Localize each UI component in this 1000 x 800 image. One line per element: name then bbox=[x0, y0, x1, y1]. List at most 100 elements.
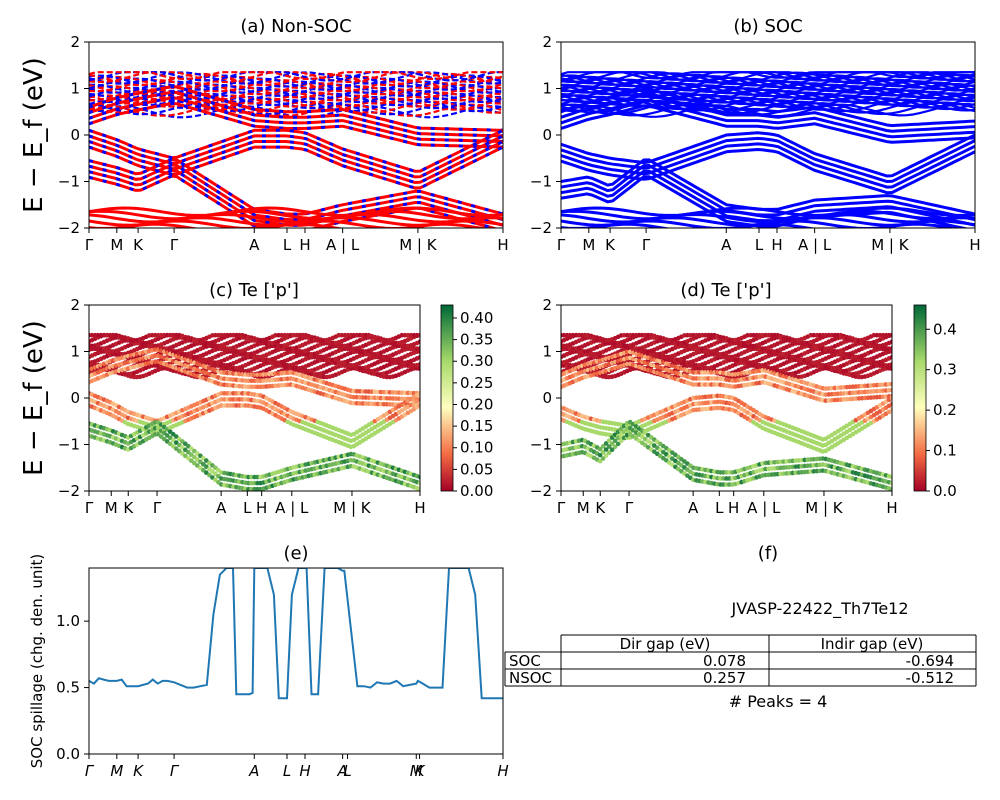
ytick-label: −2 bbox=[58, 219, 80, 237]
band-series-2 bbox=[561, 163, 975, 222]
projected-point bbox=[609, 441, 615, 446]
projected-point bbox=[417, 366, 420, 371]
projected-point bbox=[417, 354, 420, 360]
xtick-label: H bbox=[299, 236, 310, 254]
band-series-0 bbox=[561, 87, 975, 128]
colorbar-tick-label: 0.25 bbox=[460, 374, 493, 392]
panel-c-colorbar bbox=[440, 304, 454, 492]
conduction-band bbox=[89, 83, 503, 97]
ytick-label: −1 bbox=[58, 173, 80, 191]
band-series-1-overlay bbox=[89, 134, 503, 179]
conduction-band bbox=[561, 73, 975, 89]
panel-b-bands bbox=[561, 71, 975, 228]
projected-point bbox=[606, 450, 612, 455]
projected-point bbox=[609, 447, 615, 452]
ytick-label: 0 bbox=[70, 126, 80, 144]
projected-point bbox=[603, 441, 609, 446]
projected-point bbox=[417, 391, 420, 396]
projected-point bbox=[603, 453, 609, 458]
projected-point bbox=[417, 339, 420, 344]
valence-band bbox=[89, 209, 503, 221]
xtick-label: M bbox=[110, 236, 123, 254]
projected-point bbox=[600, 450, 606, 455]
panel-b-title: (b) SOC bbox=[733, 16, 802, 37]
xtick-label: Γ bbox=[85, 499, 94, 517]
valence-band bbox=[108, 222, 490, 228]
band-series-2-overlay bbox=[89, 174, 499, 228]
projected-point bbox=[597, 452, 603, 458]
conduction-band bbox=[561, 71, 975, 80]
projected-point bbox=[417, 346, 420, 351]
panel-b-yticks: 210−1−2 bbox=[530, 33, 561, 237]
band-series-0 bbox=[561, 93, 975, 133]
band-series-0-overlay bbox=[89, 90, 503, 138]
panel-c-points bbox=[89, 332, 420, 491]
ytick-label: 1 bbox=[542, 80, 552, 98]
band-series-0-overlay bbox=[89, 96, 503, 143]
ytick-label: 1 bbox=[70, 80, 80, 98]
band-series-0-overlay bbox=[89, 101, 503, 149]
conduction-band bbox=[561, 81, 975, 97]
xtick-label: K bbox=[133, 236, 144, 254]
valence-band bbox=[580, 222, 962, 228]
conduction-band bbox=[561, 101, 975, 117]
xtick-label: M | K bbox=[871, 236, 910, 254]
projected-point bbox=[597, 446, 603, 452]
projected-point bbox=[612, 438, 618, 444]
panel-c-colorbar-ticks: 0.400.350.300.250.200.150.100.050.00 bbox=[453, 309, 493, 500]
ytick-label: −2 bbox=[58, 482, 80, 500]
colorbar-tick-label: 0.05 bbox=[460, 460, 493, 478]
ytick-label: 2 bbox=[70, 33, 80, 51]
conduction-band bbox=[89, 71, 503, 84]
xtick-label: Γ bbox=[153, 499, 162, 517]
projected-point bbox=[600, 456, 606, 461]
conduction-band bbox=[561, 92, 975, 108]
ytick-label: 2 bbox=[70, 296, 80, 314]
ytick-label: −1 bbox=[530, 173, 552, 191]
conduction-band bbox=[89, 103, 503, 117]
colorbar-tick-label: 0.40 bbox=[460, 309, 493, 327]
xtick-label: K bbox=[123, 499, 134, 517]
panel-a-bands bbox=[89, 71, 503, 228]
xtick-label: A bbox=[216, 499, 227, 517]
projected-point bbox=[612, 444, 618, 450]
band-series-2-overlay bbox=[89, 163, 503, 222]
conduction-band bbox=[89, 97, 503, 111]
panel-c-ylabel: E − E_f (eV) bbox=[19, 320, 49, 476]
band-series-0-overlay bbox=[89, 85, 503, 132]
colorbar-tick-label: 0.35 bbox=[460, 331, 493, 349]
xtick-label: A bbox=[721, 236, 732, 254]
xtick-label: M bbox=[105, 499, 118, 517]
band-series-0 bbox=[561, 104, 975, 144]
xtick-label: H bbox=[771, 236, 782, 254]
valence-band bbox=[561, 209, 975, 221]
projected-point bbox=[417, 403, 420, 408]
ytick-label: −1 bbox=[58, 436, 80, 454]
band-series-1-overlay bbox=[89, 128, 503, 173]
band-series-1 bbox=[561, 136, 975, 184]
xtick-label: A | L bbox=[275, 499, 309, 517]
projected-point bbox=[606, 444, 612, 449]
ytick-label: 2 bbox=[542, 33, 552, 51]
panel-a-ylabel: E − E_f (eV) bbox=[19, 57, 49, 213]
xtick-label: H bbox=[256, 499, 267, 517]
band-series-2-overlay bbox=[89, 157, 503, 216]
conduction-band bbox=[89, 86, 503, 101]
panel-d-title: (d) Te ['p'] bbox=[680, 280, 771, 301]
valence-band bbox=[89, 206, 503, 217]
projected-point bbox=[417, 332, 420, 338]
projected-point bbox=[603, 447, 609, 452]
projected-point bbox=[417, 480, 420, 486]
conduction-band bbox=[89, 74, 503, 88]
projected-point bbox=[417, 361, 420, 367]
conduction-band bbox=[89, 85, 503, 99]
xtick-label: H bbox=[497, 236, 508, 254]
ytick-label: 0 bbox=[70, 389, 80, 407]
conduction-band bbox=[89, 89, 503, 104]
